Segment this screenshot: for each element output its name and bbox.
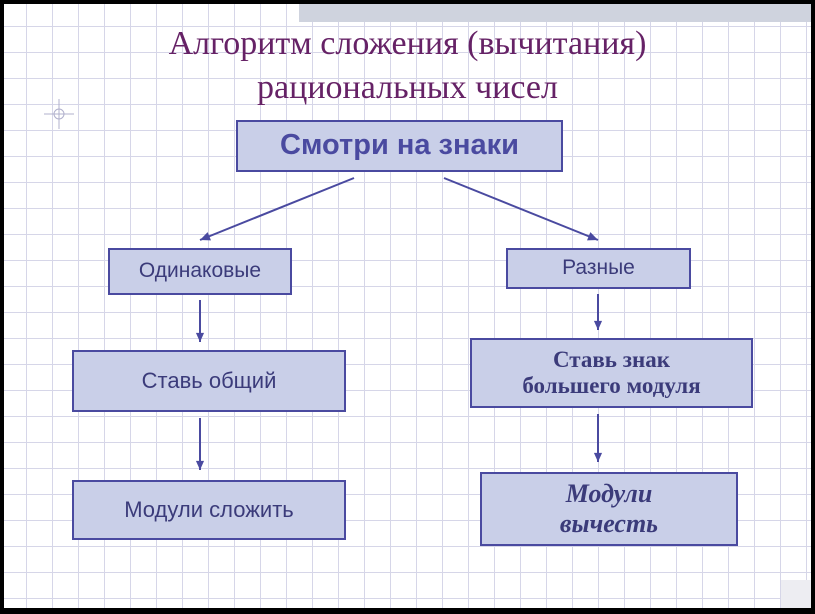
slide-canvas: Алгоритм сложения (вычитания) рациональн…	[4, 4, 811, 608]
flow-node-same: Одинаковые	[108, 248, 292, 295]
flow-node-common: Ставь общий	[72, 350, 346, 412]
flow-node-addmod: Модули сложить	[72, 480, 346, 540]
flow-node-bigger: Ставь знак большего модуля	[470, 338, 753, 408]
flow-node-diff: Разные	[506, 248, 691, 289]
flow-node-submod: Модули вычесть	[480, 472, 738, 546]
flow-node-root: Смотри на знаки	[236, 120, 563, 172]
